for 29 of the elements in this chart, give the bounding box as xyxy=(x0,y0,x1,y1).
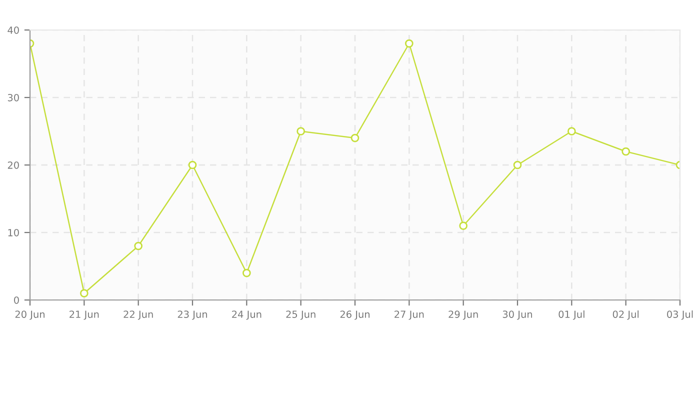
y-tick-label: 0 xyxy=(14,296,19,304)
x-tick-label: 30 Jun xyxy=(502,310,532,320)
y-tick-label: 10 xyxy=(8,228,19,236)
x-tick-label: 24 Jun xyxy=(232,310,262,320)
point xyxy=(622,147,630,156)
point xyxy=(459,222,468,230)
point xyxy=(405,39,414,48)
x-tick-label: 23 Jun xyxy=(178,310,207,320)
point xyxy=(513,160,522,170)
point xyxy=(350,134,360,142)
point xyxy=(242,268,251,278)
x-tick-label: 25 Jun xyxy=(286,310,316,320)
x-tick-label: 27 Jun xyxy=(394,310,424,320)
point xyxy=(188,160,197,170)
x-tick-label: 20 Jun xyxy=(15,310,44,320)
y-tick-label: 20 xyxy=(8,161,19,169)
x-tick-label: 22 Jun xyxy=(124,310,153,320)
y-tick-label: 40 xyxy=(8,26,19,34)
x-tick-label: 01 Jul xyxy=(558,310,584,320)
x-tick-label: 26 Jun xyxy=(340,310,370,320)
x-tick-label: 03 Jul xyxy=(667,310,693,320)
point xyxy=(296,127,305,136)
x-tick-label: 29 Jun xyxy=(448,310,478,320)
point xyxy=(80,289,88,298)
x-tick-label: 21 Jun xyxy=(70,310,99,320)
y-tick-label: 30 xyxy=(8,94,19,102)
x-tick-label: 02 Jul xyxy=(612,310,639,320)
point xyxy=(568,127,576,136)
point xyxy=(134,242,142,250)
